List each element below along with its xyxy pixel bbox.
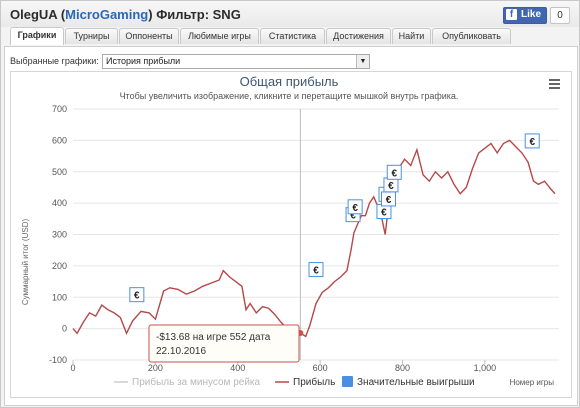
tab-tournaments[interactable]: Турниры (65, 28, 118, 44)
svg-text:€: € (350, 211, 356, 222)
euro-icon[interactable]: € (376, 204, 392, 220)
x-tick-label: 600 (313, 363, 328, 373)
y-tick-label: 500 (52, 167, 67, 177)
like-label: Like (521, 9, 542, 20)
tab-content-charts: Выбранные графики: История прибыли ▼ Общ… (4, 46, 578, 406)
y-tick-label: 700 (52, 104, 67, 114)
legend-wins-label: Значительные выигрыши (357, 377, 475, 388)
chart-subtitle: Чтобы увеличить изображение, кликните и … (120, 91, 459, 101)
y-tick-label: 400 (52, 198, 67, 208)
euro-icon[interactable]: € (347, 199, 363, 215)
x-tick-label: 800 (395, 363, 410, 373)
page-title: OlegUA (MicroGaming) Фильтр: SNG (10, 7, 241, 22)
svg-text:€: € (313, 266, 319, 277)
euro-icon[interactable]: € (386, 164, 402, 180)
svg-text:€: € (529, 137, 535, 148)
chevron-down-icon[interactable]: ▼ (356, 55, 369, 68)
profit-chart[interactable]: Общая прибыль Чтобы увеличить изображени… (11, 72, 571, 397)
title-bar: OlegUA (MicroGaming) Фильтр: SNG f Like … (1, 1, 579, 27)
y-tick-label: 300 (52, 230, 67, 240)
euro-icon[interactable]: € (129, 287, 145, 303)
legend-item-wins[interactable]: Значительные выигрыши (342, 376, 475, 388)
euro-icon[interactable]: € (524, 133, 540, 149)
legend-rake-label: Прибыль за минусом рейка (132, 376, 261, 388)
legend-item-rake[interactable]: Прибыль за минусом рейка (114, 376, 261, 388)
euro-icon[interactable]: € (383, 177, 399, 193)
chart-select[interactable]: История прибыли ▼ (102, 54, 370, 69)
facebook-like-button[interactable]: f Like (503, 7, 547, 24)
x-tick-label: 0 (70, 363, 75, 373)
legend-item-profit[interactable]: Прибыль (275, 376, 335, 388)
hamburger-menu-icon[interactable] (547, 76, 561, 90)
legend: Прибыль за минусом рейка Прибыль Значите… (114, 376, 475, 388)
tab-publish[interactable]: Опубликовать (432, 28, 511, 44)
y-tick-label: -100 (49, 355, 67, 365)
y-tick-labels: -100 0 100 200 300 400 500 600 700 (49, 104, 67, 365)
tab-search[interactable]: Найти (392, 28, 431, 44)
network-name[interactable]: MicroGaming (65, 7, 149, 22)
legend-wins-swatch (342, 376, 353, 387)
svg-text:€: € (381, 208, 387, 219)
profit-series-line[interactable] (72, 139, 556, 338)
svg-text:€: € (391, 168, 397, 179)
filter-label: Фильтр: SNG (152, 7, 241, 22)
tooltip-line-2: 22.10.2016 (156, 346, 206, 357)
x-tick-label: 400 (230, 363, 245, 373)
y-tick-label: 200 (52, 261, 67, 271)
legend-profit-label: Прибыль (293, 376, 335, 388)
tab-favorite-games[interactable]: Любимые игры (180, 28, 259, 44)
x-axis-label: Номер игры (510, 378, 555, 387)
tab-charts[interactable]: Графики (10, 27, 64, 45)
y-tick-label: 100 (52, 292, 67, 302)
svg-text:€: € (134, 291, 140, 302)
svg-text:€: € (352, 203, 358, 214)
y-tick-label: 0 (62, 324, 67, 334)
svg-text:€: € (388, 181, 394, 192)
y-axis-label: Суммарный итог (USD) (21, 219, 30, 306)
chart-select-label: Выбранные графики: (10, 56, 99, 66)
svg-text:€: € (386, 195, 392, 206)
tab-opponents[interactable]: Оппоненты (119, 28, 179, 44)
euro-icon[interactable]: € (380, 191, 396, 207)
tab-statistics[interactable]: Статистика (260, 28, 325, 44)
tab-achievements[interactable]: Достижения (326, 28, 391, 44)
euro-icon[interactable]: € (308, 262, 324, 278)
chart-container[interactable]: Общая прибыль Чтобы увеличить изображени… (10, 71, 572, 398)
tooltip-line-1: -$13.68 на игре 552 дата (156, 332, 271, 343)
like-count: 0 (550, 7, 570, 24)
chart-title: Общая прибыль (240, 74, 339, 89)
user-name: OlegUA (10, 7, 58, 22)
tab-bar: Графики Турниры Оппоненты Любимые игры С… (1, 27, 579, 46)
chart-select-value: История прибыли (106, 56, 181, 66)
significant-wins-markers[interactable]: €€€€€€€€€€ (129, 133, 540, 303)
x-tick-label: 1,000 (474, 363, 497, 373)
tooltip: -$13.68 на игре 552 дата 22.10.2016 (148, 324, 300, 363)
facebook-icon: f (506, 9, 517, 20)
x-tick-label: 200 (148, 363, 163, 373)
y-tick-label: 600 (52, 135, 67, 145)
